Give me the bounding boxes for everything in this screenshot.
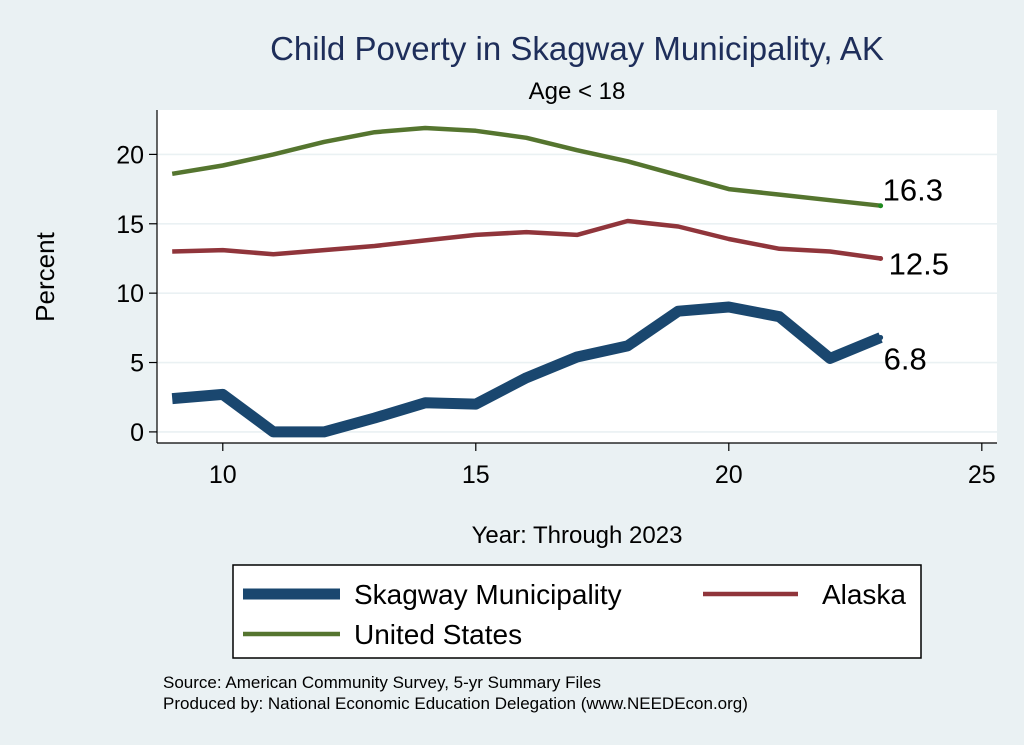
x-tick-label: 25 <box>968 461 996 489</box>
legend-label: United States <box>354 619 522 650</box>
y-tick-label: 20 <box>116 141 144 169</box>
grid-lines <box>157 153 997 433</box>
end-labels: 6.8 12.5 16.3 <box>878 173 949 377</box>
legend-label: Skagway Municipality <box>354 579 622 610</box>
producer-note: Produced by: National Economic Education… <box>163 694 748 713</box>
end-value-label: 12.5 <box>889 246 949 281</box>
y-tick-label: 10 <box>116 280 144 308</box>
x-axis-title: Year: Through 2023 <box>472 522 683 549</box>
end-value-label: 16.3 <box>883 173 943 208</box>
legend-box <box>232 564 922 659</box>
y-tick-label: 5 <box>130 350 144 378</box>
plot-area <box>157 110 997 443</box>
axes: 0 5 10 15 20 10 15 20 25 <box>116 110 997 489</box>
y-tick-label: 0 <box>130 419 144 447</box>
end-value-label: 6.8 <box>884 342 927 377</box>
series-layer <box>171 125 883 438</box>
series-line-united-states <box>171 125 881 208</box>
series-line-skagway-municipality <box>171 301 883 438</box>
end-point-marker <box>878 335 884 341</box>
y-axis-title: Percent <box>30 231 60 321</box>
end-point-marker <box>878 203 884 209</box>
legend: Skagway Municipality Alaska United States <box>243 579 906 650</box>
chart-subtitle: Age < 18 <box>529 78 626 105</box>
y-tick-label: 15 <box>116 211 144 239</box>
chart-title: Child Poverty in Skagway Municipality, A… <box>270 30 884 67</box>
x-tick-label: 10 <box>209 461 237 489</box>
source-note: Source: American Community Survey, 5-yr … <box>163 673 601 692</box>
x-tick-label: 15 <box>462 461 490 489</box>
end-point-marker <box>878 255 884 261</box>
legend-label: Alaska <box>822 579 906 610</box>
x-tick-label: 20 <box>715 461 743 489</box>
